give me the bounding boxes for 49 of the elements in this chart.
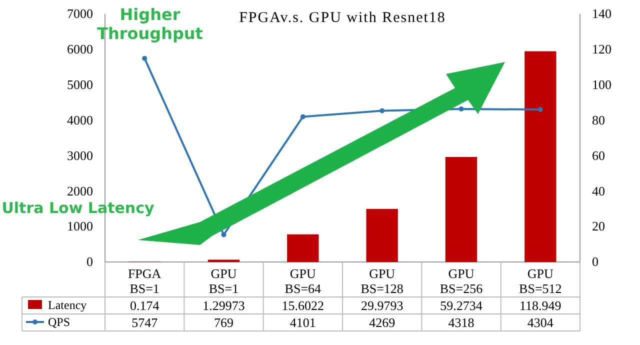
x-tick-label: GPU BS=512 xyxy=(519,266,562,296)
point xyxy=(300,114,306,120)
bar xyxy=(445,157,478,262)
data-label: 769 xyxy=(214,315,234,330)
y2-tick-label: 40 xyxy=(592,183,605,198)
bar xyxy=(366,208,398,262)
point xyxy=(380,108,385,114)
data-label: 1.29973 xyxy=(202,298,245,313)
y2-tick-label: 60 xyxy=(592,148,605,163)
legend-label: Latency xyxy=(48,298,87,312)
point xyxy=(221,232,226,238)
y2-tick-label: 140 xyxy=(592,6,612,22)
y-tick-label: 1000 xyxy=(67,218,93,234)
y-tick-label: 4000 xyxy=(67,112,93,128)
y2-tick-label: 100 xyxy=(592,77,612,92)
data-label: 5747 xyxy=(132,315,158,330)
x-tick-label: FPGA BS=1 xyxy=(128,266,162,296)
y2-tick-label: 80 xyxy=(592,112,605,128)
bar xyxy=(287,234,319,262)
data-label: 29.9793 xyxy=(360,298,404,313)
y-tick-label: 2000 xyxy=(67,183,93,198)
point xyxy=(142,56,148,61)
data-label: 118.949 xyxy=(520,298,562,313)
x-tick-label: GPU BS=256 xyxy=(440,266,484,296)
y-tick-label: 3000 xyxy=(67,148,93,163)
x-tick-label: GPU BS=64 xyxy=(284,266,322,296)
point xyxy=(458,106,464,112)
data-label: 4304 xyxy=(527,315,554,330)
y-tick-label: 0 xyxy=(86,254,93,270)
data-label: 0.174 xyxy=(130,298,160,313)
legend-label: QPS xyxy=(48,315,70,329)
annotation: Higher Throughput xyxy=(97,5,204,43)
annotation: Ultra Low Latency xyxy=(2,199,154,217)
data-label: 59.2734 xyxy=(440,298,483,313)
y2-tick-label: 20 xyxy=(592,218,605,234)
point xyxy=(538,107,543,112)
data-label: 15.6022 xyxy=(282,298,324,313)
y2-tick-label: 120 xyxy=(592,42,612,57)
data-label: 4101 xyxy=(290,315,316,330)
data-label: 4318 xyxy=(448,315,474,330)
chart-title: FPGAv.s. GPU with Resnet18 xyxy=(239,10,446,26)
y-tick-label: 7000 xyxy=(67,6,93,22)
bar xyxy=(524,51,556,262)
x-tick-label: GPU BS=1 xyxy=(208,266,239,296)
y2-tick-label: 0 xyxy=(592,254,598,270)
x-tick-label: GPU BS=128 xyxy=(360,266,404,296)
y-tick-label: 5000 xyxy=(67,77,93,92)
data-label: 4269 xyxy=(369,315,396,330)
y-tick-label: 6000 xyxy=(67,42,93,57)
